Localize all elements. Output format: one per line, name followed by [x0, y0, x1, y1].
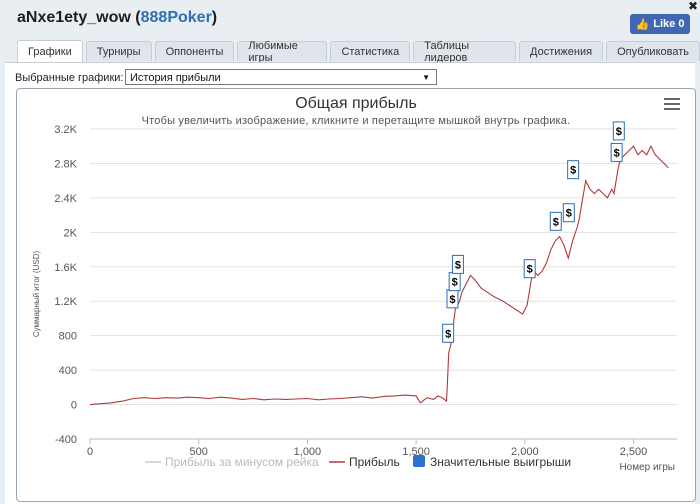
- big-win-flag-label: $: [452, 277, 458, 289]
- y-tick-label: 1.6K: [54, 262, 77, 274]
- tab-2[interactable]: Оппоненты: [154, 41, 235, 61]
- title-open-paren: (: [130, 9, 141, 26]
- legend-label-rake[interactable]: Прибыль за минусом рейка: [165, 455, 319, 469]
- chart-selector-dropdown[interactable]: История прибыли ▼: [125, 69, 437, 85]
- tab-6[interactable]: Достижения: [519, 41, 604, 61]
- tab-1[interactable]: Турниры: [85, 41, 152, 61]
- tab-3[interactable]: Любимые игры: [237, 40, 328, 64]
- player-name: aNxe1ety_wow: [17, 9, 131, 26]
- facebook-like-button[interactable]: 👍 Like 0: [630, 14, 690, 34]
- big-win-flag-label: $: [616, 126, 622, 138]
- big-win-flag-label: $: [614, 147, 620, 159]
- chart-menu-icon[interactable]: [664, 98, 680, 110]
- x-tick-label: 1,000: [294, 446, 322, 458]
- y-axis-title: Суммарный итог (USD): [32, 251, 41, 338]
- network-name[interactable]: 888Poker: [140, 9, 212, 26]
- y-tick-label: -400: [55, 434, 77, 446]
- big-win-flag[interactable]: [549, 211, 562, 231]
- big-win-flag-label: $: [553, 216, 559, 228]
- dropdown-arrow-icon: ▼: [422, 73, 430, 82]
- y-tick-label: 2.8K: [54, 158, 77, 170]
- chart-selector-label: Выбранные графики:: [15, 72, 124, 84]
- graphs-panel: Выбранные графики: История прибыли ▼ -40…: [5, 62, 696, 504]
- chart-selector-value: История прибыли: [130, 72, 221, 84]
- y-tick-label: 1.2K: [54, 296, 77, 308]
- y-tick-label: 0: [71, 400, 77, 412]
- x-tick-label: 500: [190, 446, 208, 458]
- chart-title: Общая прибыль: [295, 95, 417, 112]
- big-win-flag[interactable]: [567, 160, 580, 180]
- big-win-flag[interactable]: [562, 203, 575, 223]
- y-tick-label: 3.2K: [54, 124, 77, 136]
- thumbs-up-icon: 👍: [635, 18, 650, 31]
- y-tick-label: 2.4K: [54, 193, 77, 205]
- profit-series-line[interactable]: [89, 144, 669, 406]
- tab-bar: Графики Турниры Оппоненты Любимые игры Стати…: [17, 40, 700, 64]
- big-win-flag-label: $: [449, 294, 455, 306]
- y-tick-label: 400: [59, 365, 77, 377]
- title-close-paren: ): [211, 9, 218, 26]
- x-axis-title: Номер игры: [619, 462, 675, 473]
- big-win-flag[interactable]: [523, 259, 536, 279]
- x-tick-label: 0: [87, 446, 93, 458]
- x-tick-label: 2,500: [620, 446, 648, 458]
- chart-subtitle: Чтобы увеличить изображение, кликните и …: [141, 115, 571, 127]
- tab-0[interactable]: Графики: [17, 40, 83, 62]
- big-win-flag-label: $: [566, 208, 572, 220]
- big-win-flag-label: $: [570, 165, 576, 177]
- legend-label-bigwins[interactable]: Значительные выигрыши: [430, 455, 571, 469]
- y-tick-label: 800: [59, 331, 77, 343]
- close-icon[interactable]: ✖: [687, 0, 698, 13]
- like-label: Like 0: [653, 18, 685, 30]
- tab-7[interactable]: Опубликовать: [606, 41, 700, 61]
- window-header: aNxe1ety_wow (888Poker) ✖ 👍 Like 0: [0, 0, 700, 40]
- big-win-flag[interactable]: [442, 323, 455, 343]
- window-title: aNxe1ety_wow (888Poker): [17, 9, 217, 27]
- profit-chart[interactable]: -400 0 400 800 1.2K 1.6K 2K 2.4K 2.8K 3.2K 0 500 1,0…: [17, 89, 695, 501]
- big-win-flag[interactable]: [451, 254, 464, 274]
- tab-5[interactable]: Таблицы лидеров: [413, 40, 517, 64]
- big-win-flag[interactable]: [610, 142, 623, 162]
- big-win-flag[interactable]: [612, 121, 625, 141]
- chart-container[interactable]: -400 0 400 800 1.2K 1.6K 2K 2.4K 2.8K 3.2K 0 500 1,0…: [16, 88, 696, 502]
- legend-label-profit[interactable]: Прибыль: [349, 455, 400, 469]
- x-tick-label: 2,000: [511, 446, 539, 458]
- tab-4[interactable]: Статистика: [330, 41, 411, 61]
- big-win-flag-label: $: [455, 259, 461, 271]
- big-win-flag-label: $: [527, 264, 533, 276]
- legend-marker-bigwins[interactable]: [413, 455, 425, 467]
- big-win-flag-label: $: [445, 328, 451, 340]
- y-tick-label: 2K: [64, 227, 78, 239]
